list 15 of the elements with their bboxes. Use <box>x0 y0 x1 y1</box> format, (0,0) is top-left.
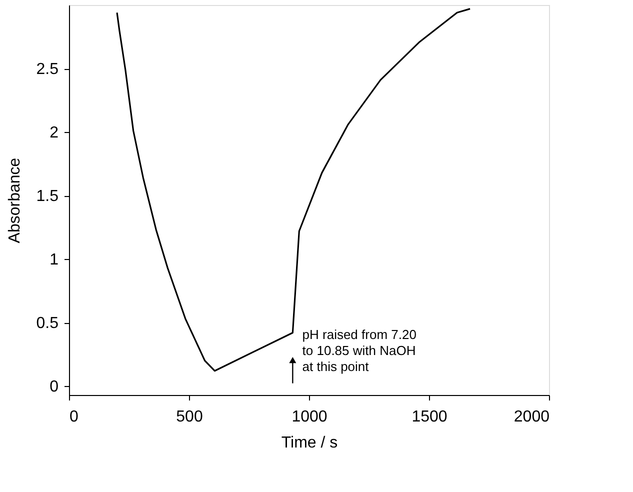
x-tick-label: 500 <box>176 408 203 426</box>
x-tick-label: 0 <box>70 408 78 426</box>
y-tick-label: 2.5 <box>36 61 59 78</box>
x-tick-label: 1500 <box>412 408 448 426</box>
y-tick-label: 2 <box>50 124 59 142</box>
line-series <box>116 8 471 372</box>
y-axis-title: Absorbance <box>6 158 24 244</box>
x-tick-label: 2000 <box>514 408 550 426</box>
y-tick-label: 0 <box>50 378 59 396</box>
y-tick-label: 1.5 <box>36 188 59 206</box>
annotation: pH raised from 7.20 to 10.85 with NaOH at this point <box>302 326 416 374</box>
x-axis-title: Time / s <box>281 434 338 452</box>
y-tick-label: 0.5 <box>36 315 59 332</box>
y-tick-label: 1 <box>50 252 59 269</box>
x-tick-label: 1000 <box>292 408 328 426</box>
